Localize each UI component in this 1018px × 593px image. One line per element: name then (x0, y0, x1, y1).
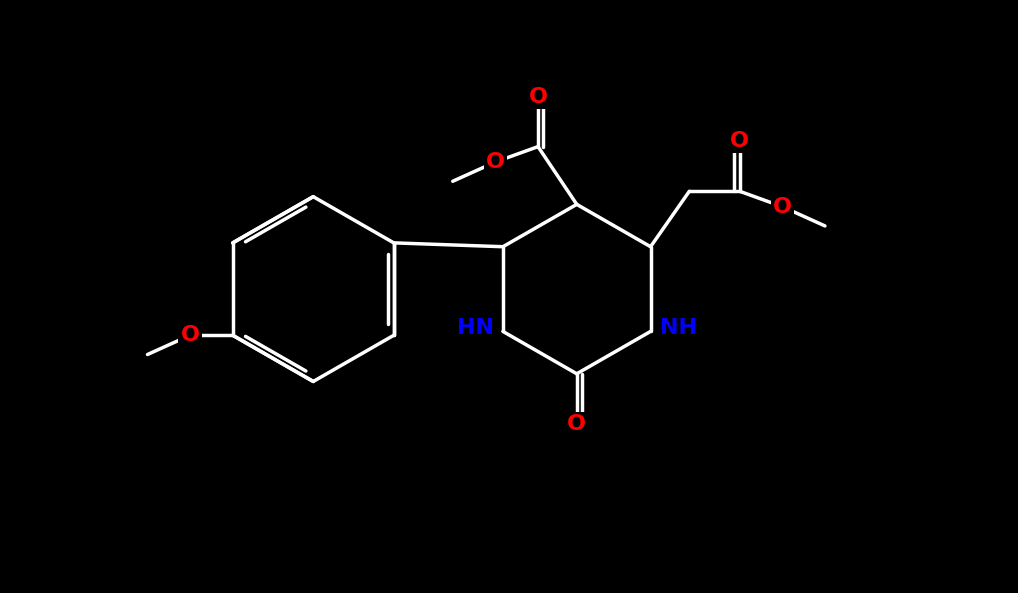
Text: O: O (730, 131, 749, 151)
Text: O: O (528, 87, 548, 107)
Text: O: O (486, 152, 505, 172)
Text: NH: NH (660, 318, 697, 337)
Text: HN: HN (457, 318, 494, 337)
Text: O: O (180, 326, 200, 345)
Text: O: O (567, 414, 586, 434)
Text: O: O (773, 197, 792, 216)
